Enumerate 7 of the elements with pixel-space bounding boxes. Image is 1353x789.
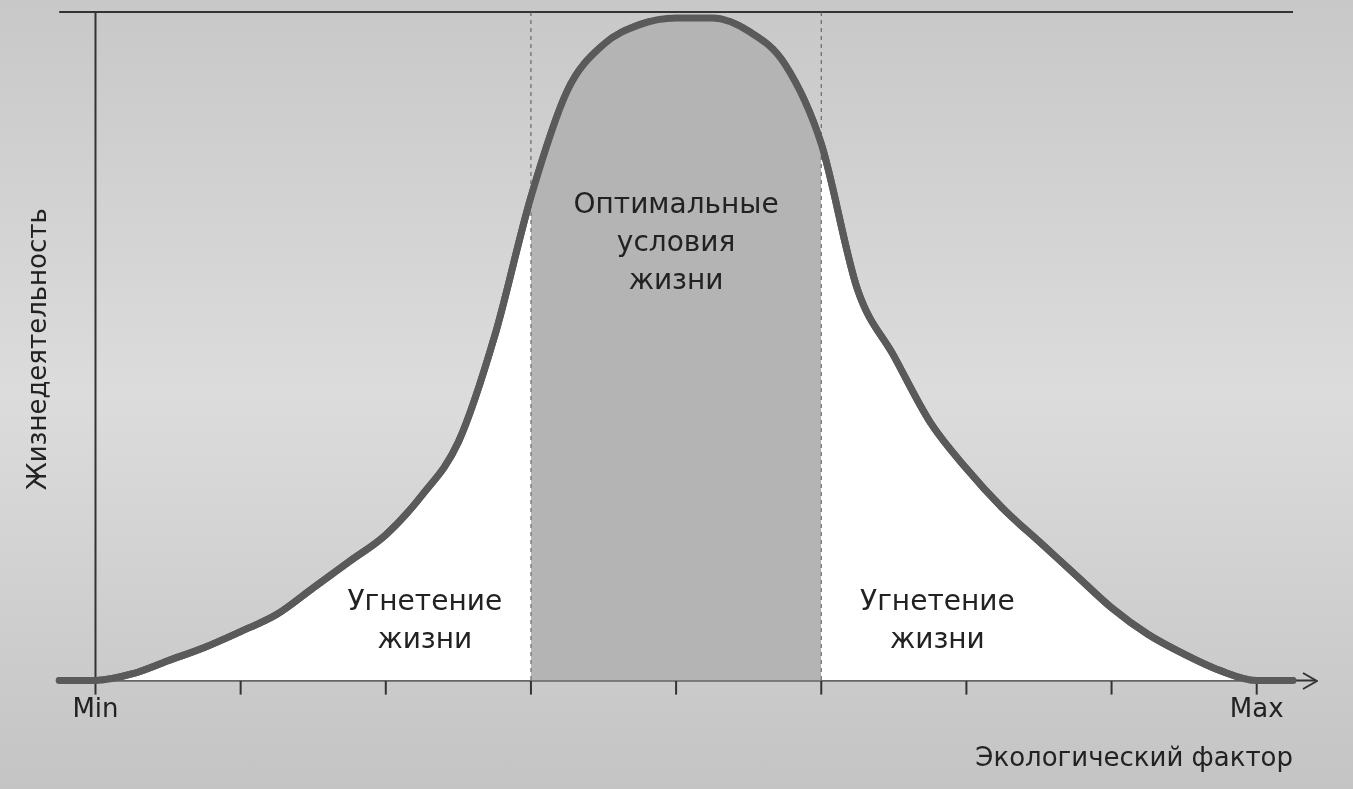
- x-tick-label: Max: [1229, 692, 1284, 723]
- annotation: Угнетение жизни: [347, 583, 503, 655]
- x-axis-title: Экологический фактор: [975, 742, 1293, 773]
- y-axis-title: Жизнедеятельность: [22, 208, 53, 491]
- annotation: Угнетение жизни: [860, 583, 1015, 655]
- series-label: Оптимальные условия жизни: [573, 186, 779, 296]
- x-tick-label: Min: [72, 692, 119, 723]
